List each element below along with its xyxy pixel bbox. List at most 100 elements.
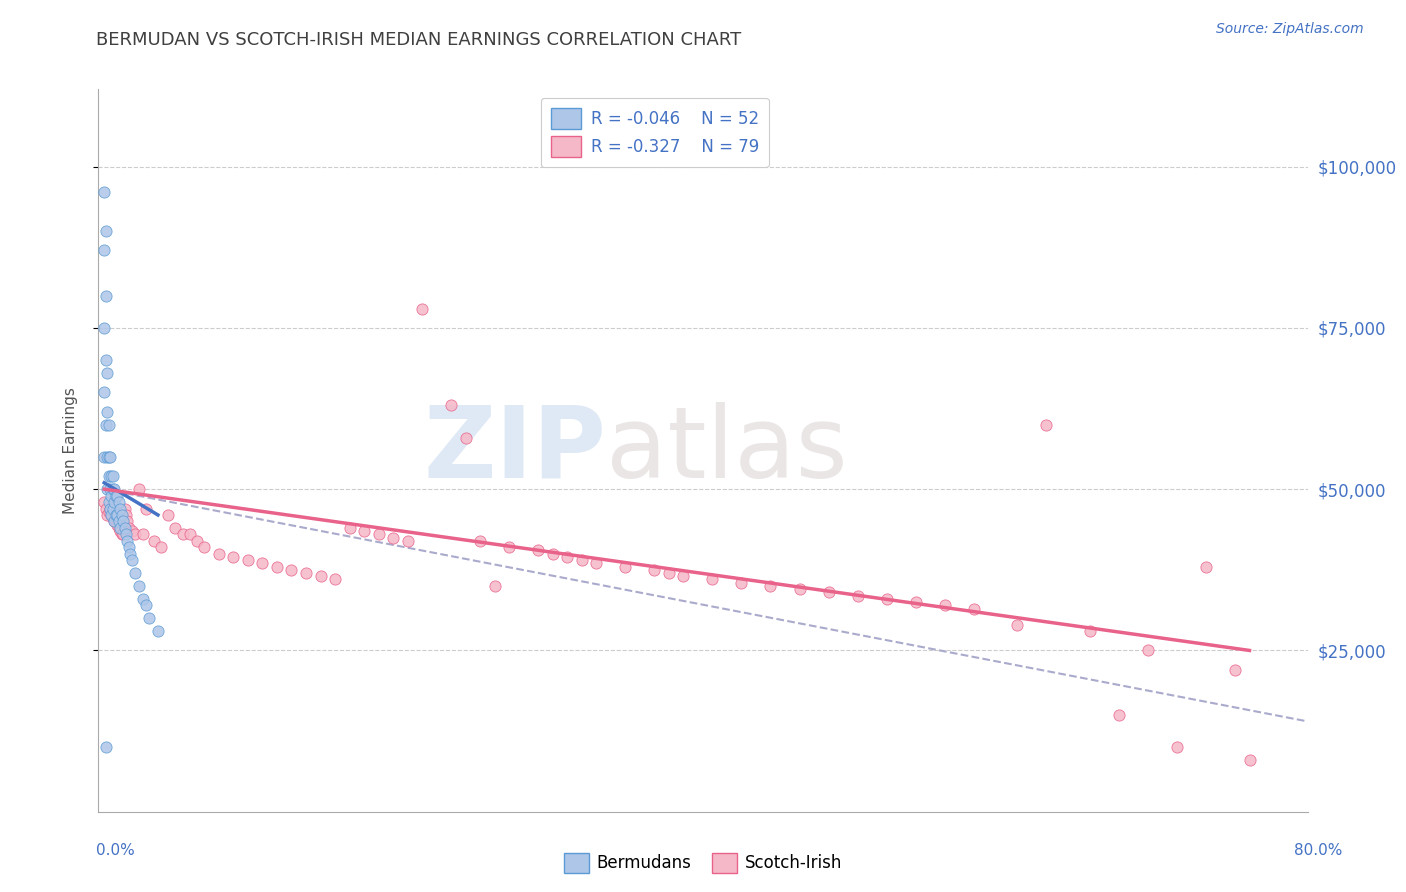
Point — [484, 579, 506, 593]
Point — [105, 517, 128, 532]
Text: BERMUDAN VS SCOTCH-IRISH MEDIAN EARNINGS CORRELATION CHART: BERMUDAN VS SCOTCH-IRISH MEDIAN EARNINGS… — [96, 31, 741, 49]
Point — [1108, 708, 1130, 723]
Point — [934, 599, 956, 613]
Point — [138, 611, 160, 625]
Point — [1239, 753, 1261, 767]
Point — [104, 515, 127, 529]
Point — [149, 540, 172, 554]
Point — [1078, 624, 1101, 639]
Point — [101, 511, 124, 525]
Point — [132, 591, 155, 606]
Point — [454, 431, 477, 445]
Point — [440, 398, 463, 412]
Point — [658, 566, 681, 580]
Legend: R = -0.046    N = 52, R = -0.327    N = 79: R = -0.046 N = 52, R = -0.327 N = 79 — [540, 97, 769, 167]
Point — [172, 527, 194, 541]
Point — [1195, 559, 1218, 574]
Point — [367, 527, 389, 541]
Point — [112, 527, 135, 541]
Point — [94, 501, 117, 516]
Point — [118, 521, 141, 535]
Text: 80.0%: 80.0% — [1295, 843, 1343, 858]
Point — [252, 557, 274, 571]
Point — [585, 557, 607, 571]
Point — [111, 527, 134, 541]
Point — [114, 521, 136, 535]
Point — [470, 533, 492, 548]
Point — [339, 521, 361, 535]
Point — [100, 508, 122, 522]
Point — [94, 353, 117, 368]
Point — [112, 515, 135, 529]
Point — [963, 601, 986, 615]
Point — [643, 563, 665, 577]
Point — [128, 482, 150, 496]
Point — [114, 501, 136, 516]
Point — [846, 589, 869, 603]
Y-axis label: Median Earnings: Median Earnings — [63, 387, 77, 514]
Point — [142, 533, 165, 548]
Point — [817, 585, 839, 599]
Point — [93, 186, 115, 200]
Point — [571, 553, 593, 567]
Point — [121, 524, 143, 538]
Point — [96, 482, 118, 496]
Point — [759, 579, 782, 593]
Point — [98, 482, 121, 496]
Point — [323, 573, 346, 587]
Point — [118, 540, 141, 554]
Text: Source: ZipAtlas.com: Source: ZipAtlas.com — [1216, 22, 1364, 37]
Point — [104, 508, 127, 522]
Point — [100, 489, 122, 503]
Point — [100, 508, 122, 522]
Point — [121, 553, 143, 567]
Legend: Bermudans, Scotch-Irish: Bermudans, Scotch-Irish — [557, 847, 849, 880]
Point — [120, 547, 142, 561]
Point — [93, 495, 115, 509]
Point — [135, 599, 157, 613]
Point — [135, 501, 157, 516]
Point — [93, 385, 115, 400]
Point — [94, 417, 117, 432]
Point — [103, 482, 125, 496]
Point — [904, 595, 927, 609]
Point — [146, 624, 169, 639]
Point — [107, 515, 129, 529]
Point — [103, 515, 125, 529]
Point — [1035, 417, 1057, 432]
Point — [115, 527, 138, 541]
Point — [101, 469, 124, 483]
Point — [96, 450, 118, 464]
Point — [101, 501, 124, 516]
Point — [353, 524, 375, 538]
Point — [789, 582, 811, 596]
Point — [222, 549, 245, 564]
Point — [124, 527, 146, 541]
Point — [124, 566, 146, 580]
Point — [527, 543, 550, 558]
Point — [672, 569, 695, 583]
Point — [108, 524, 131, 538]
Point — [541, 547, 564, 561]
Point — [128, 579, 150, 593]
Point — [157, 508, 180, 522]
Point — [702, 573, 724, 587]
Point — [186, 533, 208, 548]
Point — [104, 489, 127, 503]
Point — [295, 566, 318, 580]
Point — [1007, 617, 1029, 632]
Point — [555, 549, 578, 564]
Point — [97, 469, 120, 483]
Point — [108, 521, 131, 535]
Point — [101, 482, 124, 496]
Point — [97, 505, 120, 519]
Point — [103, 495, 125, 509]
Point — [103, 515, 125, 529]
Point — [396, 533, 419, 548]
Point — [1136, 643, 1159, 657]
Point — [94, 740, 117, 755]
Point — [876, 591, 898, 606]
Point — [266, 559, 288, 574]
Text: 0.0%: 0.0% — [96, 843, 135, 858]
Point — [382, 531, 405, 545]
